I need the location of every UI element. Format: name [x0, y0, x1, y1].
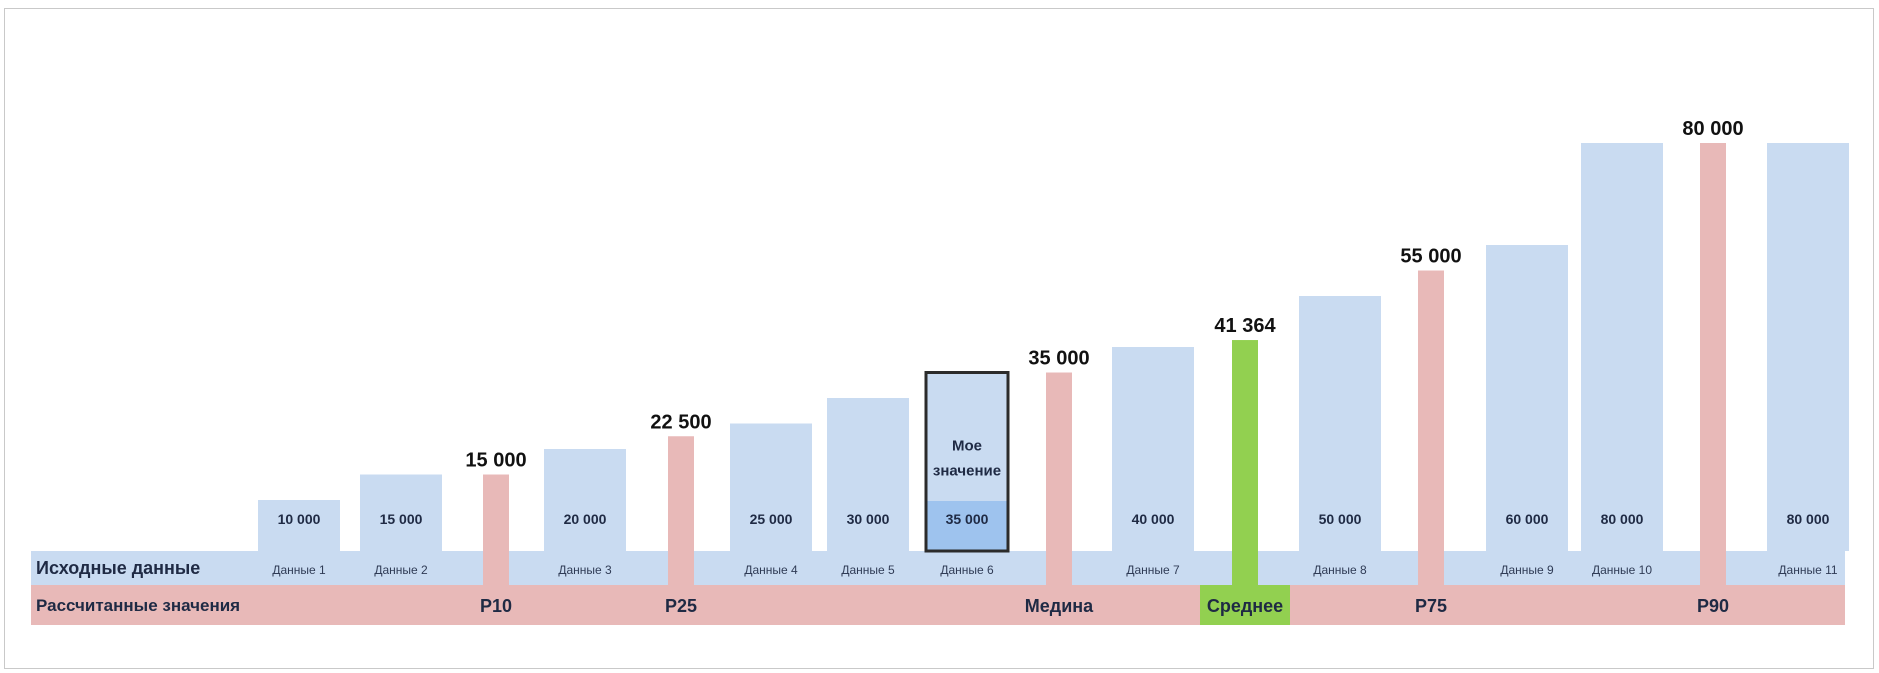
data-bar-category-label: Данные 11 [1778, 563, 1837, 577]
data-bar-category-label: Данные 10 [1592, 563, 1652, 577]
data-bar [1581, 143, 1663, 551]
data-bar-category-label: Данные 7 [1126, 563, 1180, 577]
calculated-values-row [31, 585, 1845, 625]
stat-name-label: Среднее [1207, 596, 1283, 616]
data-bar-value-label: 80 000 [1601, 511, 1644, 527]
data-bar [1767, 143, 1849, 551]
stat-name-label: P75 [1415, 596, 1447, 616]
source-data-row [31, 551, 1845, 585]
data-bar-category-label: Данные 1 [272, 563, 326, 577]
data-bar-category-label: Данные 8 [1313, 563, 1367, 577]
my-value-outline [924, 371, 1010, 553]
my-value-fill [926, 501, 1008, 551]
calculated-values-row-label: Рассчитанные значения [36, 596, 240, 615]
stat-value-label: 22 500 [650, 411, 711, 433]
chart-frame: Исходные данные Рассчитанные значения 10 0… [4, 8, 1874, 669]
data-bar [1112, 347, 1194, 551]
mean-row-highlight [1200, 585, 1290, 625]
data-bar-value-label: 50 000 [1319, 511, 1362, 527]
data-bar-value-label: 10 000 [278, 511, 321, 527]
data-bar-value-label: 80 000 [1787, 511, 1830, 527]
data-bar [360, 474, 442, 551]
mean-bar [1232, 340, 1258, 585]
percentile-bar [1700, 143, 1726, 585]
percentile-chart: Исходные данные Рассчитанные значения 10 0… [31, 118, 1849, 625]
data-bar-category-label: Данные 3 [558, 563, 612, 577]
percentile-bar [1046, 372, 1072, 585]
stat-value-label: 35 000 [1028, 348, 1089, 370]
data-bar [730, 423, 812, 551]
data-bar [258, 500, 340, 551]
stat-name-label: P90 [1697, 596, 1729, 616]
stat-name-label: P10 [480, 596, 512, 616]
data-bar [1486, 245, 1568, 551]
data-bar-value-label: 15 000 [380, 511, 423, 527]
data-bar-value-label: 25 000 [750, 511, 793, 527]
my-value-caption-line: значение [933, 463, 1001, 480]
data-bar [1299, 296, 1381, 551]
stat-value-label: 15 000 [465, 450, 526, 472]
stat-value-label: 41 364 [1214, 315, 1276, 337]
data-bar-value-label: 30 000 [847, 511, 890, 527]
data-bar-value-label: 20 000 [564, 511, 607, 527]
data-bar-category-label: Данные 5 [841, 563, 895, 577]
data-bar-category-label: Данные 6 [940, 563, 994, 577]
data-bar-category-label: Данные 9 [1500, 563, 1554, 577]
data-bar-value-label: 60 000 [1506, 511, 1549, 527]
stat-name-label: Медина [1025, 596, 1094, 616]
my-value-caption-line: Мое [952, 438, 982, 455]
stat-name-label: P25 [665, 596, 697, 616]
data-bar [827, 398, 909, 551]
data-bar [544, 449, 626, 551]
stat-value-label: 55 000 [1400, 246, 1461, 268]
percentile-bar [668, 436, 694, 585]
percentile-bar [483, 474, 509, 585]
stat-value-label: 80 000 [1682, 118, 1743, 140]
data-bar-value-label: 35 000 [946, 511, 989, 527]
data-bar-value-label: 40 000 [1132, 511, 1175, 527]
percentile-bar [1418, 270, 1444, 585]
data-bar-category-label: Данные 2 [374, 563, 428, 577]
data-bar-category-label: Данные 4 [744, 563, 798, 577]
source-data-row-label: Исходные данные [36, 558, 200, 578]
